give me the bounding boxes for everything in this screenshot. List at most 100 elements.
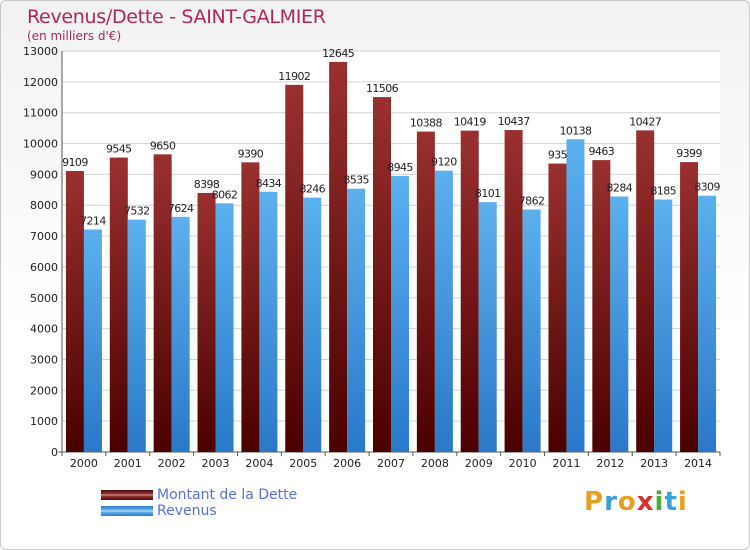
data-label-dette: 9399 xyxy=(676,147,702,160)
y-tick-label: 10000 xyxy=(23,138,58,151)
legend-swatch-revenus xyxy=(101,506,153,516)
bar-revenus xyxy=(610,196,629,452)
x-tick-label: 2003 xyxy=(202,457,230,470)
data-label-dette: 10388 xyxy=(410,117,443,130)
data-label-dette: 10437 xyxy=(498,115,531,128)
logo-letter: o xyxy=(617,487,637,517)
y-tick-label: 11000 xyxy=(23,107,58,120)
bar-dette xyxy=(504,130,523,452)
data-label-dette: 9545 xyxy=(106,143,132,156)
bar-revenus xyxy=(303,197,322,452)
bar-revenus xyxy=(259,191,278,452)
y-tick-label: 1000 xyxy=(30,415,58,428)
y-tick-label: 2000 xyxy=(30,384,58,397)
y-tick-label: 3000 xyxy=(30,353,58,366)
bar-revenus xyxy=(478,202,497,452)
data-label-revenus: 8185 xyxy=(650,185,676,198)
data-label-revenus: 8284 xyxy=(607,181,633,194)
y-tick-label: 7000 xyxy=(30,230,58,243)
data-label-revenus: 8434 xyxy=(256,177,282,190)
y-tick-label: 8000 xyxy=(30,199,58,212)
y-tick-label: 12000 xyxy=(23,76,58,89)
y-tick-label: 5000 xyxy=(30,292,58,305)
data-label-dette: 12645 xyxy=(322,47,355,60)
data-label-dette: 11902 xyxy=(278,70,310,83)
bar-dette xyxy=(65,171,84,452)
data-label-revenus: 8101 xyxy=(475,187,501,200)
data-label-revenus: 8535 xyxy=(343,174,369,187)
data-label-revenus: 8309 xyxy=(694,181,720,194)
data-label-revenus: 8062 xyxy=(212,188,238,201)
x-tick-label: 2013 xyxy=(640,457,668,470)
y-tick-label: 4000 xyxy=(30,323,58,336)
logo-letter: x xyxy=(636,487,655,517)
proxiti-logo: Proxiti xyxy=(584,487,688,517)
y-tick-label: 6000 xyxy=(30,261,58,274)
data-label-dette: 9463 xyxy=(589,145,615,158)
bar-dette xyxy=(460,130,479,452)
bar-revenus xyxy=(434,170,453,452)
bar-dette xyxy=(109,157,128,452)
logo-letter: P xyxy=(584,487,605,517)
y-tick-label: 0 xyxy=(51,446,58,459)
data-label-dette: 9650 xyxy=(150,139,176,152)
bar-revenus xyxy=(127,219,146,452)
bar-revenus xyxy=(347,188,366,452)
bar-dette xyxy=(592,160,611,452)
chart-title: Revenus/Dette - SAINT-GALMIER xyxy=(27,6,326,28)
logo-letter: i xyxy=(654,487,665,517)
bar-dette xyxy=(416,131,435,452)
x-tick-label: 2004 xyxy=(245,457,273,470)
x-tick-label: 2002 xyxy=(158,457,186,470)
x-tick-label: 2008 xyxy=(421,457,449,470)
x-tick-label: 2000 xyxy=(70,457,98,470)
data-label-dette: 11506 xyxy=(366,82,399,95)
legend-label-dette: Montant de la Dette xyxy=(157,487,298,503)
y-tick-label: 13000 xyxy=(23,45,58,58)
bar-revenus xyxy=(522,209,541,452)
bar-dette xyxy=(548,163,567,452)
x-tick-label: 2012 xyxy=(596,457,624,470)
legend-label-revenus: Revenus xyxy=(157,503,217,519)
x-tick-label: 2001 xyxy=(114,457,142,470)
data-label-revenus: 7214 xyxy=(80,214,106,227)
bar-dette xyxy=(197,192,216,453)
data-label-revenus: 7862 xyxy=(519,194,545,207)
data-label-revenus: 8945 xyxy=(387,161,413,174)
logo-letter: r xyxy=(604,487,618,517)
bar-dette xyxy=(373,97,391,452)
data-label-revenus: 10138 xyxy=(559,124,592,137)
data-label-dette: 10427 xyxy=(629,115,662,128)
data-label-dette: 9109 xyxy=(62,156,88,169)
bar-revenus xyxy=(215,203,234,452)
logo-letter: t xyxy=(664,487,678,517)
x-tick-label: 2009 xyxy=(465,457,493,470)
data-label-revenus: 7532 xyxy=(124,205,150,218)
x-tick-label: 2010 xyxy=(509,457,537,470)
x-tick-label: 2011 xyxy=(552,457,580,470)
x-tick-label: 2005 xyxy=(289,457,317,470)
data-label-revenus: 8246 xyxy=(299,183,325,196)
bar-revenus xyxy=(83,229,102,452)
bar-revenus xyxy=(698,195,717,452)
bar-dette xyxy=(241,162,260,452)
x-tick-label: 2006 xyxy=(333,457,361,470)
logo-letter: i xyxy=(677,487,688,517)
data-label-revenus: 7624 xyxy=(168,202,194,215)
y-tick-label: 9000 xyxy=(30,168,58,181)
bar-dette xyxy=(285,84,304,452)
data-label-dette: 8398 xyxy=(194,178,220,191)
bar-revenus xyxy=(654,199,673,452)
bar-revenus xyxy=(391,176,409,452)
data-label-dette: 10419 xyxy=(454,116,487,129)
bar-dette xyxy=(680,162,699,452)
x-tick-label: 2007 xyxy=(377,457,405,470)
bar-dette xyxy=(636,130,655,452)
data-label-revenus: 9120 xyxy=(431,156,457,169)
x-tick-label: 2014 xyxy=(684,457,712,470)
bar-revenus xyxy=(566,139,585,453)
legend-swatch-dette xyxy=(101,490,153,500)
data-label-dette: 935 xyxy=(548,149,568,162)
